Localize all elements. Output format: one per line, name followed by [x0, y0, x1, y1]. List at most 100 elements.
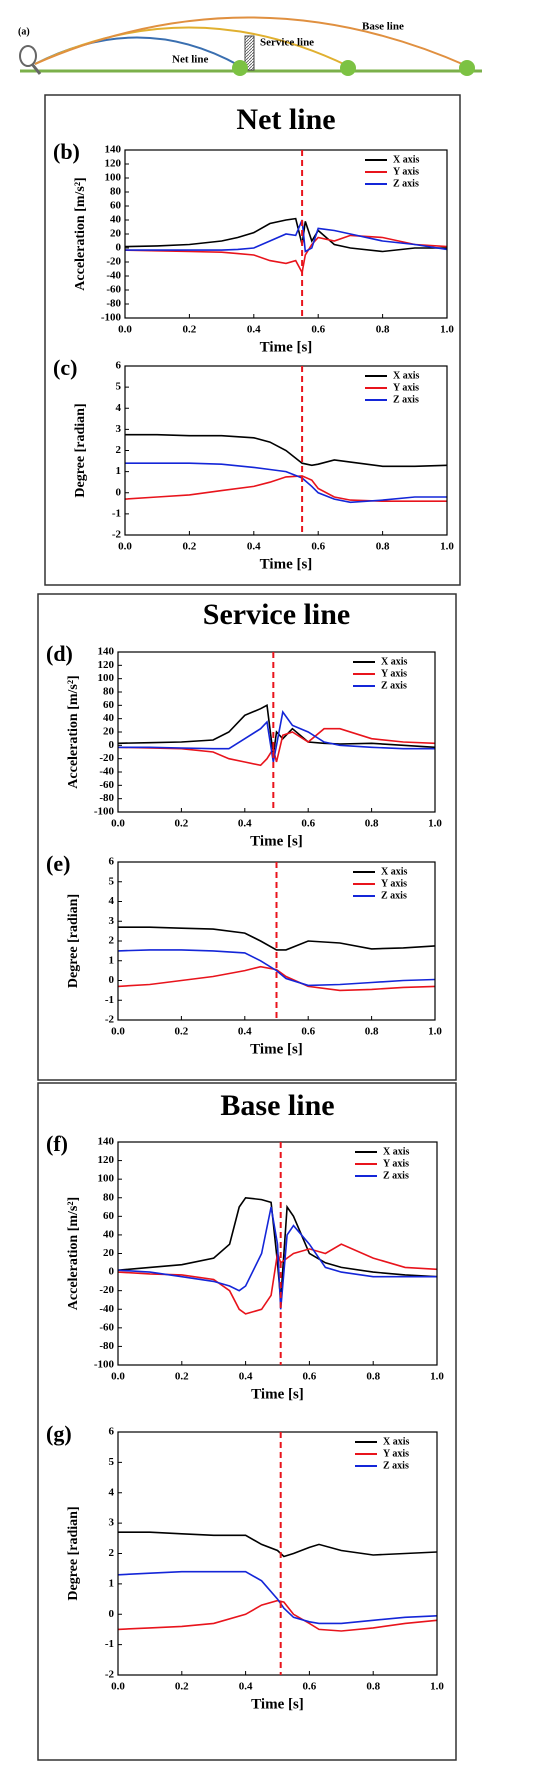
y-tick-label: -1: [105, 1638, 114, 1650]
y-tick-label: 4: [116, 402, 122, 414]
y-axis-label: Degree [radian]: [66, 894, 81, 988]
y-tick-label: 2: [116, 444, 122, 456]
y-tick-label: 1: [116, 465, 122, 477]
legend-label: X axis: [381, 656, 408, 667]
legend-label: Y axis: [383, 1158, 409, 1169]
panel-label: (a): [18, 26, 30, 37]
series-line: [117, 704, 436, 756]
x-tick-label: 0.4: [247, 324, 261, 336]
panel-label: (c): [53, 355, 77, 380]
x-tick-label: 0.8: [376, 541, 390, 553]
y-tick-label: 5: [109, 1456, 115, 1468]
series-line: [125, 433, 448, 468]
x-tick-label: 0.0: [111, 818, 125, 830]
x-tick-label: 0.0: [118, 541, 132, 553]
y-tick-label: -60: [106, 284, 121, 296]
series-line: [117, 949, 436, 987]
panel-box: [37, 593, 457, 1081]
y-axis-label: Acceleration [m/s²]: [66, 675, 81, 788]
x-tick-label: 0.2: [175, 1026, 189, 1038]
panel-label: (d): [46, 641, 73, 666]
legend-label: Z axis: [381, 680, 407, 691]
legend-label: X axis: [393, 370, 420, 381]
y-tick-label: 0: [109, 1608, 115, 1620]
y-tick-label: 100: [105, 172, 122, 184]
x-tick-label: 1.0: [430, 1371, 444, 1383]
legend-label: X axis: [383, 1146, 410, 1157]
x-tick-label: 0.4: [239, 1681, 253, 1693]
y-tick-label: 6: [109, 856, 115, 868]
panel-label: (e): [46, 851, 70, 876]
y-tick-label: 3: [109, 1517, 115, 1529]
y-tick-label: 100: [98, 672, 115, 684]
x-axis-label: Time [s]: [260, 339, 313, 355]
y-tick-label: -1: [112, 507, 121, 519]
chart-title: Base line: [220, 1089, 334, 1122]
y-tick-label: -60: [99, 1321, 114, 1333]
panel-box: [37, 1082, 457, 1761]
line-label: Base line: [362, 21, 404, 33]
line-label: Service line: [260, 37, 314, 49]
racket-handle: [30, 63, 42, 75]
y-tick-label: 120: [98, 659, 115, 671]
x-tick-label: 0.6: [301, 1026, 315, 1038]
y-tick-label: -100: [94, 1359, 115, 1371]
y-tick-label: -2: [112, 529, 122, 541]
panel-label: (b): [53, 139, 80, 164]
y-tick-label: -100: [94, 806, 115, 818]
x-tick-label: 0.2: [175, 1371, 189, 1383]
y-tick-label: 1: [109, 954, 115, 966]
ball: [232, 60, 248, 76]
y-tick-label: -2: [105, 1669, 115, 1681]
x-tick-label: 0.6: [303, 1681, 317, 1693]
y-tick-label: -100: [101, 312, 122, 324]
y-tick-label: -80: [99, 792, 114, 804]
x-tick-label: 0.6: [311, 541, 325, 553]
y-tick-label: 60: [110, 200, 122, 212]
y-tick-label: 5: [109, 875, 115, 887]
y-tick-label: 5: [116, 381, 122, 393]
y-tick-label: 4: [109, 1486, 115, 1498]
y-axis-label: Degree [radian]: [73, 403, 88, 497]
x-tick-label: 0.6: [301, 818, 315, 830]
x-tick-label: 0.4: [238, 818, 252, 830]
y-tick-label: -20: [99, 1284, 114, 1296]
y-tick-label: 140: [98, 1136, 115, 1148]
x-axis-label: Time [s]: [251, 1386, 304, 1402]
y-tick-label: 80: [103, 686, 115, 698]
plot-frame: [117, 651, 436, 813]
y-tick-label: 0: [109, 974, 115, 986]
x-tick-label: 0.8: [366, 1371, 380, 1383]
y-tick-label: 0: [116, 486, 122, 498]
legend-label: Y axis: [393, 382, 419, 393]
series-line: [118, 1531, 438, 1558]
x-tick-label: 0.6: [311, 324, 325, 336]
x-tick-label: 0.8: [376, 324, 390, 336]
x-axis-label: Time [s]: [250, 1041, 303, 1057]
y-tick-label: 20: [103, 1247, 115, 1259]
y-tick-label: -60: [99, 779, 114, 791]
x-axis-label: Time [s]: [260, 556, 313, 572]
x-tick-label: 1.0: [428, 818, 442, 830]
series-line: [117, 1196, 438, 1301]
plot-frame: [124, 365, 448, 536]
series-line: [124, 234, 448, 275]
x-tick-label: 0.4: [238, 1026, 252, 1038]
series-line: [117, 1599, 438, 1632]
ball: [340, 60, 356, 76]
x-axis-label: Time [s]: [250, 833, 303, 849]
x-tick-label: 0.8: [366, 1681, 380, 1693]
legend-label: X axis: [383, 1436, 410, 1447]
legend-label: Y axis: [393, 166, 419, 177]
x-tick-label: 1.0: [430, 1681, 444, 1693]
y-tick-label: 0: [109, 1266, 115, 1278]
y-tick-label: 140: [98, 646, 115, 658]
y-tick-label: 6: [116, 360, 122, 372]
y-tick-label: -1: [105, 994, 114, 1006]
legend-label: Z axis: [383, 1170, 409, 1181]
legend-label: Y axis: [381, 668, 407, 679]
y-tick-label: 100: [98, 1173, 115, 1185]
x-tick-label: 0.0: [118, 324, 132, 336]
series-line: [125, 219, 448, 253]
plot-frame: [117, 1141, 438, 1366]
